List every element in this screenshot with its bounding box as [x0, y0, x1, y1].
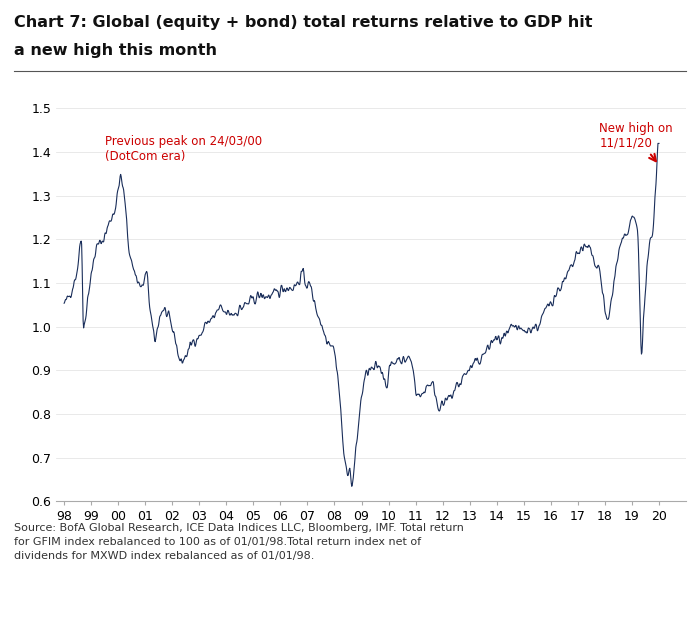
Text: New high on
11/11/20: New high on 11/11/20 — [599, 121, 673, 161]
Text: Source: BofA Global Research, ICE Data Indices LLC, Bloomberg, IMF. Total return: Source: BofA Global Research, ICE Data I… — [14, 523, 464, 561]
Text: a new high this month: a new high this month — [14, 43, 217, 58]
Text: Previous peak on 24/03/00
(DotCom era): Previous peak on 24/03/00 (DotCom era) — [105, 135, 262, 163]
Text: Chart 7: Global (equity + bond) total returns relative to GDP hit: Chart 7: Global (equity + bond) total re… — [14, 15, 592, 30]
